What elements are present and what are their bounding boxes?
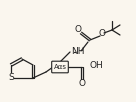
Text: Aαs: Aαs — [53, 64, 67, 70]
FancyBboxPatch shape — [52, 61, 68, 73]
Text: O: O — [78, 79, 86, 89]
Text: S: S — [8, 74, 14, 83]
Text: O: O — [75, 26, 81, 34]
Text: O: O — [98, 29, 106, 38]
Text: NH: NH — [71, 48, 85, 57]
Text: OH: OH — [89, 62, 103, 70]
